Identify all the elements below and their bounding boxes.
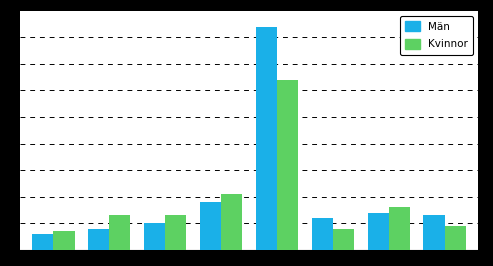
Bar bbox=[333, 229, 354, 250]
Bar bbox=[312, 218, 333, 250]
Bar bbox=[144, 223, 165, 250]
Bar bbox=[53, 231, 74, 250]
Bar bbox=[109, 215, 131, 250]
Bar bbox=[88, 229, 109, 250]
Bar bbox=[423, 215, 445, 250]
Bar bbox=[367, 213, 389, 250]
Bar bbox=[221, 194, 242, 250]
Bar bbox=[445, 226, 466, 250]
Bar bbox=[256, 27, 277, 250]
Bar bbox=[165, 215, 186, 250]
Legend: Män, Kvinnor: Män, Kvinnor bbox=[400, 16, 473, 55]
Bar bbox=[200, 202, 221, 250]
Bar bbox=[32, 234, 53, 250]
Bar bbox=[389, 207, 410, 250]
Bar bbox=[277, 80, 298, 250]
